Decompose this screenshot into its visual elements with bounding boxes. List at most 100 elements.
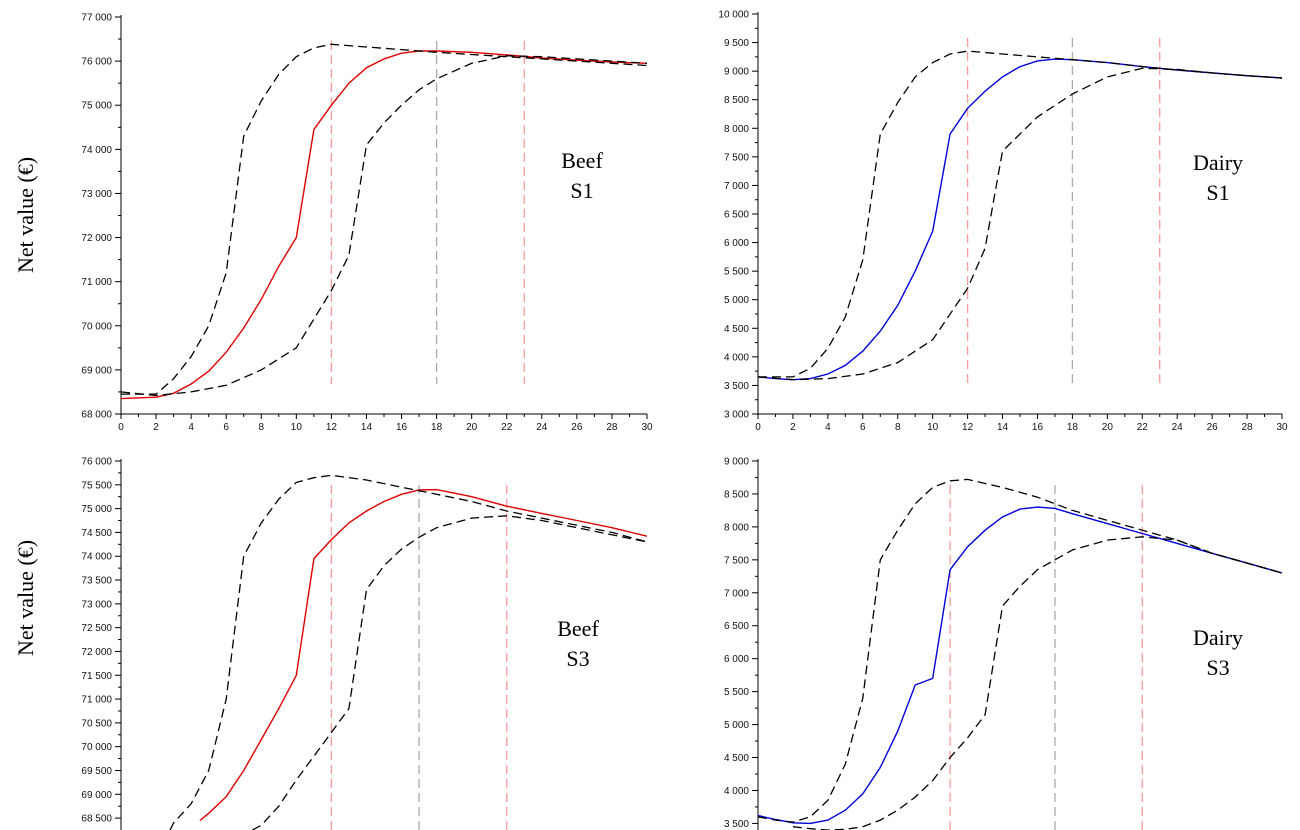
x-tick-label: 16 xyxy=(1032,422,1044,433)
chart-dairy-s3: 3 500 4 000 4 500 5 000 5 500 6 000 6 500 7 000… xyxy=(724,457,1283,830)
x-tick-label: 4 xyxy=(188,422,194,433)
y-tick-label: 71 000 xyxy=(81,695,112,706)
y-tick-label: 71 000 xyxy=(81,277,112,288)
x-tick-label: 26 xyxy=(571,422,583,433)
x-tick-label: 20 xyxy=(466,422,478,433)
y-tick-label: 74 000 xyxy=(81,145,112,156)
y-tick-label: 72 500 xyxy=(81,623,112,634)
panel-annotation: Dairy xyxy=(1193,625,1243,650)
panel-annotation: Beef xyxy=(557,616,599,641)
x-tick-label: 14 xyxy=(997,422,1009,433)
x-tick-label: 0 xyxy=(755,422,761,433)
y-tick-label: 77 000 xyxy=(81,13,112,24)
x-tick-label: 6 xyxy=(223,422,229,433)
x-tick-label: 24 xyxy=(536,422,548,433)
y-tick-label: 5 000 xyxy=(724,295,749,306)
x-tick-label: 2 xyxy=(153,422,159,433)
series-line-main xyxy=(121,50,648,400)
panel-annotation: S1 xyxy=(570,178,593,203)
x-tick-label: 0 xyxy=(118,422,124,433)
y-tick-label: 69 000 xyxy=(81,365,112,376)
x-tick-label: 10 xyxy=(291,422,303,433)
x-tick-label: 16 xyxy=(396,422,408,433)
y-tick-label: 76 000 xyxy=(81,57,112,68)
series-line-bound xyxy=(169,474,648,830)
series-line-main xyxy=(199,488,648,822)
y-tick-label: 5 500 xyxy=(724,687,749,698)
y-tick-label: 8 000 xyxy=(724,124,749,135)
y-tick-label: 70 000 xyxy=(81,321,112,332)
x-tick-label: 10 xyxy=(927,422,939,433)
y-tick-label: 3 500 xyxy=(724,819,749,830)
series-line-bound xyxy=(792,536,1283,830)
y-tick-label: 4 000 xyxy=(724,352,749,363)
y-tick-label: 76 000 xyxy=(81,457,112,468)
x-tick-label: 28 xyxy=(1242,422,1254,433)
y-tick-label: 69 000 xyxy=(81,790,112,801)
y-tick-label: 9 000 xyxy=(724,457,749,468)
y-axis-label-top: Net value (€) xyxy=(13,157,38,273)
y-tick-label: 4 500 xyxy=(724,324,749,335)
y-tick-label: 7 000 xyxy=(724,588,749,599)
y-tick-label: 3 500 xyxy=(724,381,749,392)
panel-annotation: Dairy xyxy=(1193,150,1243,175)
chart-dairy-s1: 3 000 3 500 4 000 4 500 5 000 5 500 6 000 6 500… xyxy=(718,10,1288,434)
x-tick-label: 28 xyxy=(606,422,618,433)
x-tick-label: 4 xyxy=(825,422,831,433)
y-tick-label: 73 500 xyxy=(81,576,112,587)
y-tick-label: 9 000 xyxy=(724,67,749,78)
series-line-bound xyxy=(121,43,648,395)
x-tick-label: 22 xyxy=(501,422,513,433)
y-tick-label: 5 000 xyxy=(724,720,749,731)
y-tick-label: 73 000 xyxy=(81,599,112,610)
y-tick-label: 4 000 xyxy=(724,786,749,797)
x-tick-label: 8 xyxy=(258,422,264,433)
x-tick-label: 18 xyxy=(1067,422,1079,433)
y-tick-label: 8 500 xyxy=(724,489,749,500)
y-tick-label: 68 500 xyxy=(81,814,112,825)
x-tick-label: 22 xyxy=(1137,422,1149,433)
y-tick-label: 4 500 xyxy=(724,753,749,764)
y-tick-label: 70 000 xyxy=(81,742,112,753)
series-line-bound xyxy=(758,478,1283,823)
x-tick-label: 2 xyxy=(790,422,796,433)
y-tick-label: 3 000 xyxy=(724,410,749,421)
x-tick-label: 14 xyxy=(361,422,373,433)
y-tick-label: 72 000 xyxy=(81,233,112,244)
x-tick-label: 24 xyxy=(1172,422,1184,433)
y-tick-label: 7 500 xyxy=(724,555,749,566)
y-tick-label: 74 500 xyxy=(81,528,112,539)
chart-beef-s3: 68 500 69 000 69 500 70 000 70 500 71 000 71 5… xyxy=(81,457,648,830)
y-tick-label: 71 500 xyxy=(81,671,112,682)
y-tick-label: 9 500 xyxy=(724,38,749,49)
y-tick-label: 6 500 xyxy=(724,621,749,632)
y-tick-label: 6 000 xyxy=(724,654,749,665)
panel-annotation: Beef xyxy=(561,148,603,173)
y-tick-label: 75 000 xyxy=(81,504,112,515)
y-tick-label: 69 500 xyxy=(81,766,112,777)
panel-annotation: S3 xyxy=(1206,655,1229,680)
y-tick-label: 75 000 xyxy=(81,101,112,112)
y-tick-label: 8 000 xyxy=(724,522,749,533)
x-tick-label: 6 xyxy=(860,422,866,433)
y-tick-label: 5 500 xyxy=(724,267,749,278)
y-tick-label: 72 000 xyxy=(81,647,112,658)
chart-beef-s1: 68 000 69 000 70 000 71 000 72 000 73 000 74 0… xyxy=(81,13,653,434)
series-line-bound xyxy=(252,515,648,830)
x-tick-label: 8 xyxy=(895,422,901,433)
panel-annotation: S1 xyxy=(1206,180,1229,205)
x-tick-label: 26 xyxy=(1207,422,1219,433)
y-tick-label: 6 000 xyxy=(724,238,749,249)
x-tick-label: 30 xyxy=(1276,422,1288,433)
y-tick-label: 68 000 xyxy=(81,410,112,421)
y-tick-label: 7 000 xyxy=(724,181,749,192)
y-tick-label: 74 000 xyxy=(81,552,112,563)
y-tick-label: 6 500 xyxy=(724,210,749,221)
y-tick-label: 10 000 xyxy=(718,10,749,21)
y-tick-label: 8 500 xyxy=(724,95,749,106)
y-tick-label: 7 500 xyxy=(724,152,749,163)
y-tick-label: 75 500 xyxy=(81,480,112,491)
x-tick-label: 12 xyxy=(962,422,974,433)
panel-annotation: S3 xyxy=(566,646,589,671)
